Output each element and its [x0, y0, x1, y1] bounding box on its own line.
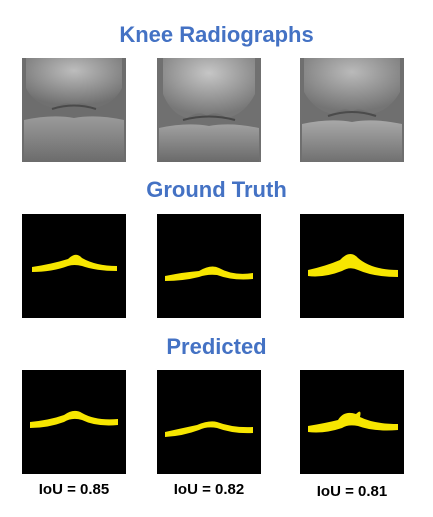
- iou-label-1: IoU = 0.85: [38, 481, 110, 498]
- knee-radiograph-1: [22, 58, 126, 162]
- iou-label-3: IoU = 0.81: [316, 483, 388, 500]
- section-title-radiographs: Knee Radiographs: [119, 22, 314, 47]
- knee-radiograph-3: [300, 58, 404, 162]
- predicted-mask-1: [22, 370, 126, 474]
- section-title-ground-truth: Ground Truth: [146, 177, 287, 202]
- iou-label-2: IoU = 0.82: [173, 481, 245, 498]
- ground-truth-mask-1: [22, 214, 126, 318]
- ground-truth-mask-3: [300, 214, 404, 318]
- predicted-mask-3: [300, 370, 404, 474]
- ground-truth-mask-2: [157, 214, 261, 318]
- knee-radiograph-2: [157, 58, 261, 162]
- section-title-predicted: Predicted: [166, 334, 267, 359]
- predicted-mask-2: [157, 370, 261, 474]
